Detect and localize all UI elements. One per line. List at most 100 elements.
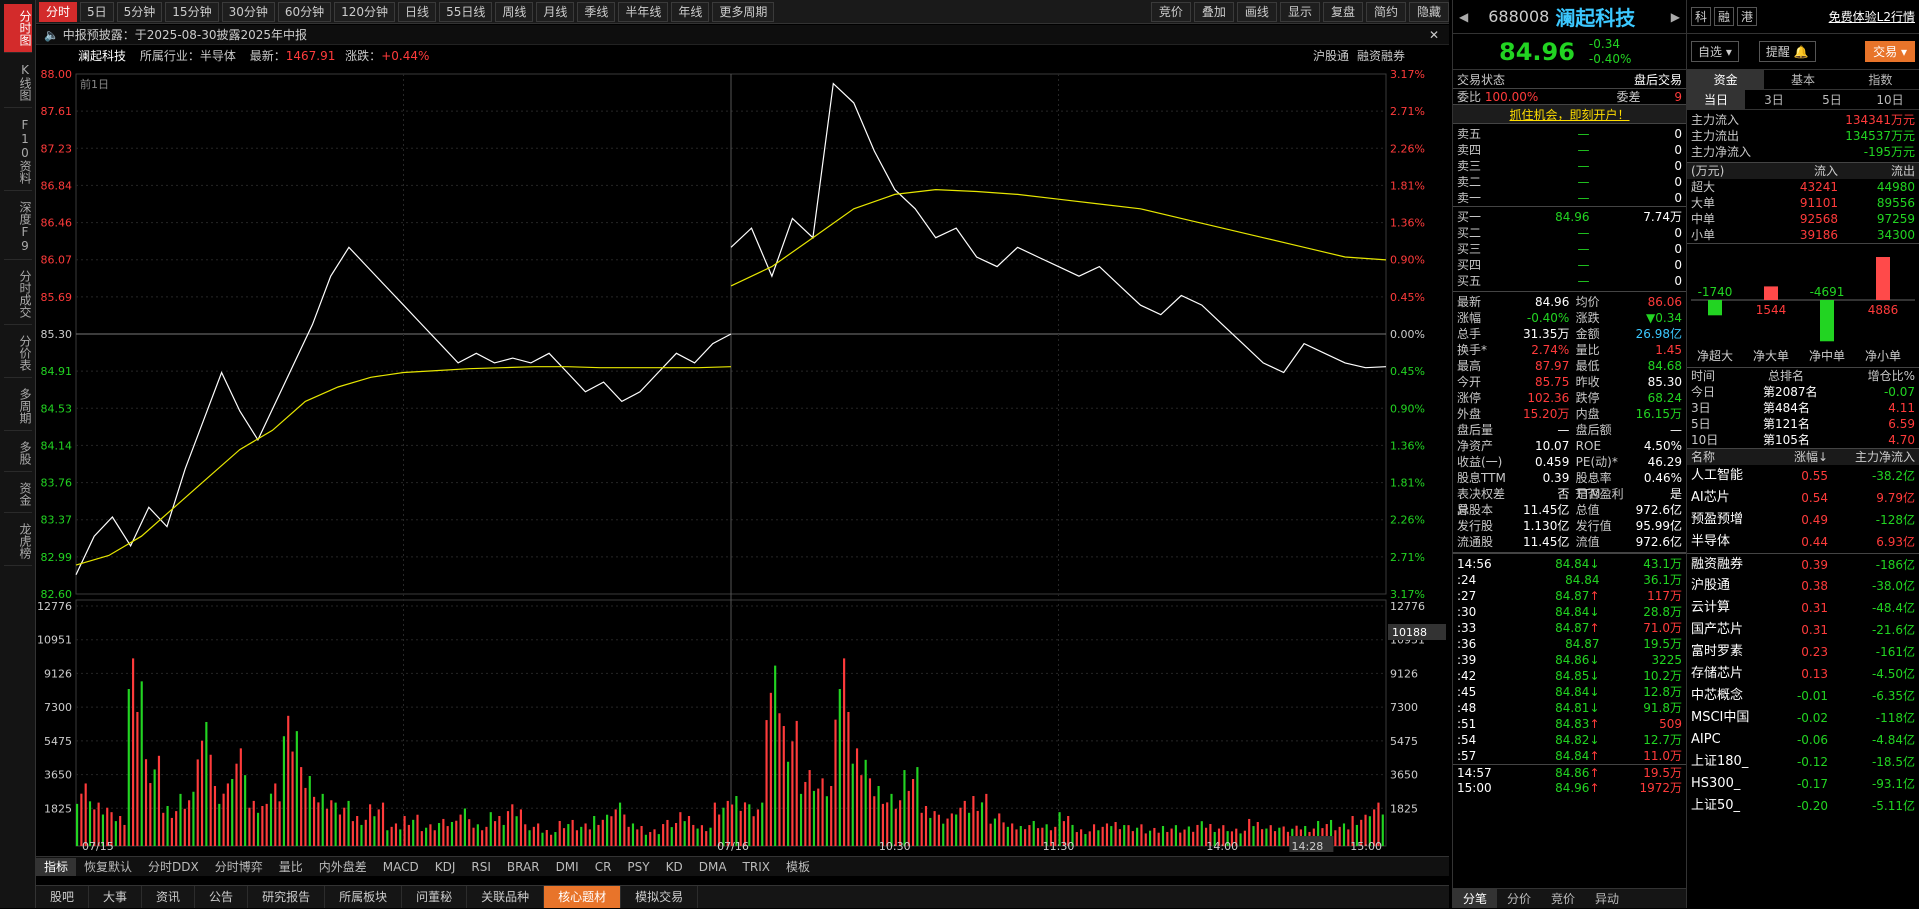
tool-button-5[interactable]: 简约 xyxy=(1365,2,1406,22)
tool-button-2[interactable]: 画线 xyxy=(1236,2,1277,22)
indicator-tab-4[interactable]: 量比 xyxy=(278,859,303,874)
indicator-tab-14[interactable]: DMA xyxy=(698,859,727,874)
period-tab-13[interactable]: 年线 xyxy=(671,1,710,22)
next-stock-icon[interactable]: ▶ xyxy=(1670,9,1680,24)
left-tab-4[interactable]: 分时成交 xyxy=(4,264,32,325)
indicator-tab-1[interactable]: 恢复默认 xyxy=(84,859,133,874)
period-tab-11[interactable]: 季线 xyxy=(577,1,616,22)
open-account-banner[interactable]: 抓住机会，即刻开户！ xyxy=(1453,104,1686,124)
bottom-tab-4[interactable]: 研究报告 xyxy=(248,886,326,908)
bottom-tab-5[interactable]: 所属板块 xyxy=(325,886,403,908)
concept-row[interactable]: 国产芯片 0.31 -21.6亿 xyxy=(1687,619,1919,641)
tick-tab-2[interactable]: 竞价 xyxy=(1551,892,1576,906)
left-tab-7[interactable]: 多股 xyxy=(4,435,32,472)
concept-row[interactable]: 上证50_ -0.20 -5.11亿 xyxy=(1687,795,1919,817)
close-icon[interactable]: ✕ xyxy=(1428,28,1439,42)
fund-tab-1[interactable]: 基本 xyxy=(1790,73,1815,87)
bottom-tab-6[interactable]: 问董秘 xyxy=(402,886,468,908)
reminder-button[interactable]: 提醒 🔔 xyxy=(1758,41,1816,62)
flow-period-tab-0[interactable]: 当日 xyxy=(1687,90,1745,109)
tick-tab-1[interactable]: 分价 xyxy=(1507,892,1532,906)
left-tab-1[interactable]: K线图 xyxy=(4,57,32,108)
stat-value: 972.6亿 xyxy=(1635,535,1682,549)
indicator-tab-6[interactable]: MACD xyxy=(382,859,419,874)
indicator-tab-7[interactable]: KDJ xyxy=(434,859,456,874)
industry-value[interactable]: 半导体 xyxy=(199,49,236,63)
indicator-tab-15[interactable]: TRIX xyxy=(742,859,770,874)
concept-row[interactable]: 融资融券 0.39 -186亿 xyxy=(1687,553,1919,575)
tick-tab-0[interactable]: 分笔 xyxy=(1453,889,1498,908)
tool-button-3[interactable]: 显示 xyxy=(1279,2,1320,22)
trade-button[interactable]: 交易 ▾ xyxy=(1865,41,1915,62)
bottom-tab-2[interactable]: 资讯 xyxy=(142,886,196,908)
concept-row[interactable]: AI芯片 0.54 9.79亿 xyxy=(1687,487,1919,509)
bottom-tab-7[interactable]: 关联品种 xyxy=(467,886,545,908)
indicator-tab-5[interactable]: 内外盘差 xyxy=(318,859,367,874)
concept-row[interactable]: AIPC -0.06 -4.84亿 xyxy=(1687,729,1919,751)
tool-button-4[interactable]: 复盘 xyxy=(1322,2,1363,22)
concept-row[interactable]: 半导体 0.44 6.93亿 xyxy=(1687,531,1919,553)
indicator-tab-12[interactable]: PSY xyxy=(627,859,650,874)
left-tab-3[interactable]: 深度F9 xyxy=(4,195,32,260)
margin-label[interactable]: 融资融券 xyxy=(1356,49,1405,63)
concept-row[interactable]: HS300_ -0.17 -93.1亿 xyxy=(1687,773,1919,795)
indicator-tab-0[interactable]: 指标 xyxy=(36,857,77,876)
fund-tab-2[interactable]: 指数 xyxy=(1868,73,1893,87)
concept-row[interactable]: 沪股通 0.38 -38.0亿 xyxy=(1687,575,1919,597)
indicator-tab-13[interactable]: KD xyxy=(665,859,683,874)
left-tab-6[interactable]: 多周期 xyxy=(4,382,32,431)
bottom-tab-8[interactable]: 核心题材 xyxy=(544,886,622,908)
prev-stock-icon[interactable]: ◀ xyxy=(1459,9,1469,24)
concept-row[interactable]: 上证180_ -0.12 -18.5亿 xyxy=(1687,751,1919,773)
hgt-label[interactable]: 沪股通 xyxy=(1312,49,1349,63)
left-tab-8[interactable]: 资金 xyxy=(4,476,32,513)
period-tab-0[interactable]: 分时 xyxy=(39,1,78,22)
indicator-tab-8[interactable]: RSI xyxy=(471,859,491,874)
left-tab-9[interactable]: 龙虎榜 xyxy=(4,517,32,566)
concept-header-cell[interactable]: 涨幅↓ xyxy=(1793,450,1828,464)
left-tab-2[interactable]: F10资料 xyxy=(4,112,32,191)
concept-row[interactable]: 中芯概念 -0.01 -6.35亿 xyxy=(1687,685,1919,707)
period-tab-1[interactable]: 5日 xyxy=(80,1,114,22)
concept-row[interactable]: 存储芯片 0.13 -4.50亿 xyxy=(1687,663,1919,685)
bottom-tab-3[interactable]: 公告 xyxy=(195,886,249,908)
period-tab-10[interactable]: 月线 xyxy=(536,1,575,22)
left-tab-5[interactable]: 分价表 xyxy=(4,329,32,378)
flow-period-tab-2[interactable]: 5日 xyxy=(1822,93,1842,107)
flow-period-tab-1[interactable]: 3日 xyxy=(1764,93,1784,107)
period-tab-5[interactable]: 60分钟 xyxy=(277,1,332,22)
tool-button-1[interactable]: 叠加 xyxy=(1193,2,1234,22)
fund-tab-0[interactable]: 资金 xyxy=(1687,70,1765,89)
period-tab-6[interactable]: 120分钟 xyxy=(334,1,396,22)
indicator-tab-10[interactable]: DMI xyxy=(555,859,579,874)
bottom-tab-0[interactable]: 股吧 xyxy=(36,886,90,908)
indicator-tab-3[interactable]: 分时博弈 xyxy=(214,859,263,874)
intraday-chart[interactable]: 88.00 3.17% 87.61 2.71% 87.23 2.26% 86.84 1.81%… xyxy=(36,66,1449,854)
period-tab-7[interactable]: 日线 xyxy=(398,1,437,22)
concept-row[interactable]: 预盈预增 0.49 -128亿 xyxy=(1687,509,1919,531)
flow-period-tab-3[interactable]: 10日 xyxy=(1876,93,1904,107)
tool-button-6[interactable]: 隐藏 xyxy=(1408,2,1449,22)
period-tab-12[interactable]: 半年线 xyxy=(618,1,669,22)
period-tab-4[interactable]: 30分钟 xyxy=(221,1,275,22)
zixuan-button[interactable]: 自选 ▾ xyxy=(1691,41,1739,62)
indicator-tab-11[interactable]: CR xyxy=(594,859,612,874)
bottom-tab-9[interactable]: 模拟交易 xyxy=(621,886,699,908)
period-tab-9[interactable]: 周线 xyxy=(495,1,534,22)
indicator-tab-2[interactable]: 分时DDX xyxy=(148,859,199,874)
period-tab-3[interactable]: 15分钟 xyxy=(165,1,219,22)
concept-row[interactable]: MSCI中国 -0.02 -118亿 xyxy=(1687,707,1919,729)
concept-row[interactable]: 云计算 0.31 -48.4亿 xyxy=(1687,597,1919,619)
tick-tab-3[interactable]: 异动 xyxy=(1595,892,1620,906)
indicator-tab-9[interactable]: BRAR xyxy=(506,859,540,874)
promo-link[interactable]: 免费体验L2行情 xyxy=(1828,10,1915,24)
tool-button-0[interactable]: 竞价 xyxy=(1150,2,1191,22)
concept-row[interactable]: 人工智能 0.55 -38.2亿 xyxy=(1687,465,1919,487)
period-tab-14[interactable]: 更多周期 xyxy=(712,1,775,22)
concept-row[interactable]: 富时罗素 0.23 -161亿 xyxy=(1687,641,1919,663)
period-tab-8[interactable]: 55日线 xyxy=(439,1,493,22)
period-tab-2[interactable]: 5分钟 xyxy=(116,1,163,22)
bottom-tab-1[interactable]: 大事 xyxy=(89,886,143,908)
left-tab-0[interactable]: 分时图 xyxy=(4,4,32,53)
indicator-tab-16[interactable]: 模板 xyxy=(785,859,810,874)
